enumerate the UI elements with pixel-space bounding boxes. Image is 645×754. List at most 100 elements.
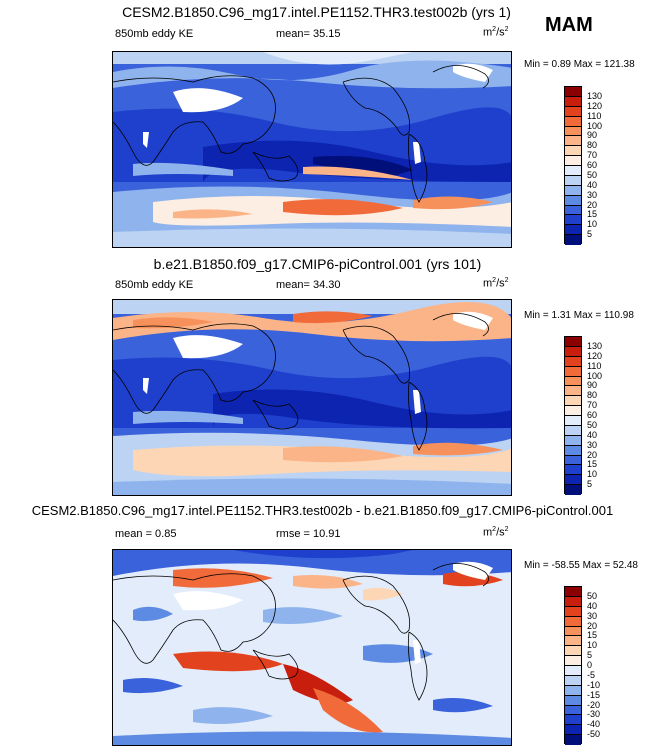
color-bar-segment (565, 136, 581, 147)
color-bar-segment (565, 166, 581, 176)
color-bar-tick-label: 130 (587, 340, 603, 351)
color-bar-tick-label: 130 (587, 90, 603, 101)
color-bar-tick-label: 0 (587, 660, 593, 670)
map-plot (112, 51, 512, 248)
color-bar-segment (565, 606, 581, 617)
color-bar-segment (565, 666, 581, 676)
season-label: MAM (545, 14, 593, 36)
color-bar-segment (565, 386, 581, 397)
color-bar-segment (565, 185, 581, 196)
color-bar-tick-label: 20 (587, 620, 598, 631)
color-bar-tick-label: 30 (587, 610, 598, 621)
color-bar-tick-label: 70 (587, 150, 598, 161)
color-bar-tick-label: -30 (587, 709, 601, 720)
color-bar-segment (565, 735, 581, 745)
color-bar-tick-label: 10 (587, 640, 598, 651)
color-bar-segment (565, 376, 581, 387)
color-bar-segment (565, 725, 581, 736)
color-bar-segment (565, 685, 581, 696)
color-bar-segment (565, 146, 581, 157)
color-bar-tick-label: -5 (587, 669, 596, 680)
color-bar-segment (565, 205, 581, 216)
color-bar-segment (565, 705, 581, 716)
color-bar-tick-label: 80 (587, 140, 598, 151)
color-bar-segment (565, 126, 581, 137)
color-bar-tick-label: 90 (587, 130, 598, 141)
color-bar-segment (565, 636, 581, 647)
color-bar-segment (565, 195, 581, 206)
color-bar-segment (565, 425, 581, 436)
mean-label: mean= 35.15 (276, 28, 341, 40)
color-bar-segment (565, 215, 581, 226)
color-bar-segment (565, 225, 581, 236)
color-bar-tick-label: -50 (587, 729, 601, 740)
color-bar-tick-label: 40 (587, 429, 598, 440)
color-bar-segment (565, 455, 581, 466)
color-bar-tick-label: 50 (587, 169, 598, 180)
color-bar-tick-label: -40 (587, 719, 601, 730)
color-bar-segment (565, 616, 581, 627)
color-bar-tick-label: -10 (587, 679, 601, 690)
color-bar-tick-label: 30 (587, 189, 598, 200)
color-bar-tick-label: 110 (587, 110, 602, 121)
color-bar-tick-label: 10 (587, 219, 598, 230)
color-bar-segment (565, 106, 581, 117)
color-bar-tick-label: 60 (587, 410, 598, 420)
color-bar-tick-label: 120 (587, 350, 603, 361)
color-bar-segment (565, 356, 581, 367)
color-bar-tick-label: 5 (587, 650, 593, 661)
color-bar-segment (565, 626, 581, 637)
units-label: m2/s2 (483, 277, 509, 290)
color-bar-segment (565, 156, 581, 166)
color-bar-segment (565, 337, 581, 347)
color-bar-segment (565, 116, 581, 127)
color-bar-tick-label: 20 (587, 449, 598, 460)
color-bar-tick-label: -20 (587, 699, 601, 710)
units-label: m2/s2 (483, 526, 509, 539)
color-bar-tick-label: 50 (587, 590, 598, 601)
color-bar-segment (565, 596, 581, 607)
color-bar-segment (565, 96, 581, 107)
color-bar-segment (565, 587, 581, 597)
color-bar-tick-label: 120 (587, 100, 603, 111)
mean-label: mean = 0.85 (115, 528, 177, 540)
color-bar-segment (565, 475, 581, 486)
variable-label: 850mb eddy KE (115, 279, 194, 291)
color-bar-tick-label: 20 (587, 199, 598, 210)
color-bar-segment (565, 366, 581, 377)
units-label: m2/s2 (483, 26, 509, 39)
color-bar-tick-label: 50 (587, 419, 598, 430)
rmse-label: rmse = 10.91 (276, 528, 341, 540)
variable-label: 850mb eddy KE (115, 28, 194, 40)
color-bar-tick-label: 40 (587, 600, 598, 611)
min-max-label: Min = 0.89 Max = 121.38 (524, 59, 635, 70)
color-bar-segment (565, 695, 581, 706)
color-bar (564, 86, 582, 245)
map-plot (112, 549, 512, 746)
color-bar-tick-label: 5 (587, 479, 593, 490)
panel-title: CESM2.B1850.C96_mg17.intel.PE1152.THR3.t… (31, 503, 614, 518)
mean-label: mean= 34.30 (276, 279, 341, 291)
color-bar-tick-label: 70 (587, 400, 598, 411)
color-bar-segment (565, 175, 581, 186)
color-bar-tick-label: 100 (587, 370, 603, 381)
color-bar-tick-label: 15 (587, 209, 598, 220)
color-bar-tick-label: 40 (587, 179, 598, 190)
color-bar-tick-label: 80 (587, 390, 598, 401)
color-bar-tick-label: 5 (587, 229, 593, 240)
color-bar-segment (565, 435, 581, 446)
color-bar-segment (565, 485, 581, 495)
color-bar-tick-label: 10 (587, 469, 598, 480)
map-plot (112, 299, 512, 496)
color-bar-tick-label: -15 (587, 689, 601, 700)
color-bar-segment (565, 416, 581, 426)
color-bar-tick-label: 15 (587, 630, 598, 641)
panel-title: b.e21.B1850.f09_g17.CMIP6-piControl.001 … (153, 256, 482, 272)
color-bar-segment (565, 646, 581, 657)
min-max-label: Min = -58.55 Max = 52.48 (524, 560, 638, 571)
color-bar-tick-label: 60 (587, 160, 598, 170)
color-bar-segment (565, 675, 581, 686)
color-bar-segment (565, 346, 581, 357)
color-bar-tick-label: 100 (587, 120, 603, 131)
color-bar (564, 336, 582, 495)
